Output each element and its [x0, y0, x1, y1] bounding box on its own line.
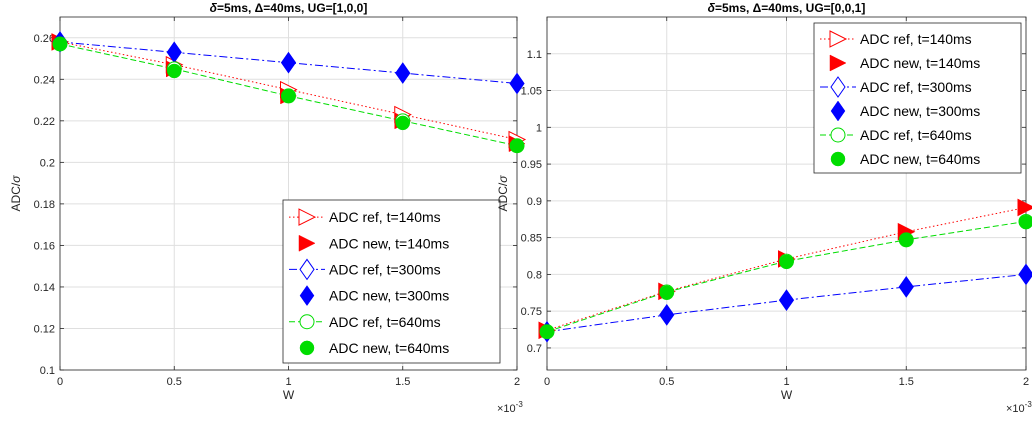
y-tick-label: 0.16 — [34, 240, 55, 252]
x-tick-label: 1.5 — [899, 376, 914, 388]
legend-marker — [830, 151, 846, 167]
data-point — [1017, 199, 1032, 216]
legend: ADC ref, t=140ms ADC new, t=140ms ADC ref,… — [813, 22, 1022, 174]
x-axis-multiplier: ×10-3 — [497, 400, 523, 415]
legend-marker — [830, 127, 846, 143]
y-tick-label: 0.85 — [521, 233, 542, 245]
legend-label: ADC new, t=300ms — [329, 288, 449, 304]
data-point — [779, 289, 794, 311]
data-point — [167, 63, 182, 79]
data-point — [395, 115, 410, 131]
legend-marker — [299, 340, 315, 356]
y-tick-label: 0.2 — [40, 157, 55, 169]
x-tick-label: 1 — [783, 376, 789, 388]
x-tick-label: 0.5 — [167, 376, 182, 388]
y-tick-label: 0.26 — [34, 33, 55, 45]
data-point — [659, 285, 674, 301]
legend-label: ADC new, t=640ms — [329, 340, 449, 356]
y-tick-label: 0.24 — [34, 74, 55, 86]
legend-label: ADC new, t=640ms — [860, 151, 980, 167]
legend-marker — [298, 234, 316, 252]
y-axis-label: ADC/σ — [9, 175, 23, 212]
y-tick-label: 0.75 — [521, 306, 542, 318]
x-tick-label: 0 — [544, 376, 550, 388]
y-tick-label: 0.1 — [40, 365, 55, 377]
series-line-5 — [546, 220, 1027, 333]
x-axis-label: W — [781, 388, 793, 402]
data-point — [509, 73, 525, 94]
y-tick-label: 0.18 — [34, 199, 55, 211]
y-tick-label: 1.05 — [521, 86, 542, 98]
legend-label: ADC ref, t=640ms — [860, 127, 972, 143]
x-tick-label: 2 — [514, 376, 520, 388]
chart-panel-2: 0 0.5 1 1.5 2 0.7 0.75 0.8 0.85 0.9 0.95 1 1.05 1.1 δ=… — [496, 1, 1032, 415]
legend-marker — [829, 54, 847, 72]
legend-label: ADC new, t=300ms — [860, 103, 980, 119]
legend-label: ADC ref, t=140ms — [860, 31, 972, 47]
data-point — [898, 276, 914, 298]
y-tick-label: 0.9 — [527, 196, 542, 208]
data-point — [659, 304, 675, 326]
legend-marker — [829, 30, 848, 48]
legend-marker — [299, 258, 315, 281]
legend-marker — [830, 100, 846, 122]
legend-box — [282, 199, 501, 364]
data-point — [1018, 263, 1032, 285]
x-axis-multiplier: ×10-3 — [1006, 400, 1032, 415]
data-point — [1018, 214, 1032, 230]
y-axis-label: ADC/σ — [496, 175, 510, 212]
y-tick-label: 0.95 — [521, 159, 542, 171]
data-point — [52, 36, 68, 52]
legend-marker — [299, 314, 315, 330]
y-tick-label: 0.22 — [34, 116, 55, 128]
legend-label: ADC new, t=140ms — [329, 235, 449, 251]
data-point — [899, 232, 914, 248]
y-tick-label: 1 — [536, 122, 542, 134]
legend-label: ADC ref, t=140ms — [329, 209, 441, 225]
x-tick-label: 0 — [57, 376, 63, 388]
legend-label: ADC ref, t=640ms — [329, 314, 441, 330]
chart-panel-1: 0 0.5 1 1.5 2 0.1 0.12 0.14 0.16 0.18 0.2 0.22 0.24 0… — [9, 1, 527, 415]
x-tick-label: 1 — [285, 376, 291, 388]
data-point — [281, 52, 296, 74]
legend-label: ADC new, t=140ms — [860, 55, 980, 71]
x-tick-label: 1.5 — [395, 376, 410, 388]
y-tick-label: 0.14 — [34, 282, 55, 294]
chart-title: δ=5ms, Δ=40ms, UG=[0,0,1] — [708, 1, 866, 15]
y-tick-label: 0.8 — [527, 269, 542, 281]
legend-marker — [299, 285, 315, 307]
y-tick-label: 0.12 — [34, 323, 55, 335]
y-tick-label: 1.1 — [527, 49, 542, 61]
data-point — [779, 254, 794, 270]
legend-box — [813, 22, 1022, 174]
x-axis-label: W — [283, 388, 295, 402]
data-point — [281, 88, 296, 104]
x-tick-label: 2 — [1023, 376, 1029, 388]
legend-label: ADC ref, t=300ms — [329, 261, 441, 277]
data-point — [509, 138, 525, 153]
legend-label: ADC ref, t=300ms — [860, 79, 972, 95]
legend-marker — [830, 76, 846, 98]
data-point — [395, 62, 411, 84]
chart-title: δ=5ms, Δ=40ms, UG=[1,0,0] — [210, 1, 368, 15]
legend: ADC ref, t=140ms ADC new, t=140ms ADC ref,… — [282, 199, 501, 364]
x-tick-label: 0.5 — [659, 376, 674, 388]
legend-marker — [298, 208, 317, 226]
data-point — [539, 324, 555, 340]
y-tick-label: 0.7 — [527, 343, 542, 355]
